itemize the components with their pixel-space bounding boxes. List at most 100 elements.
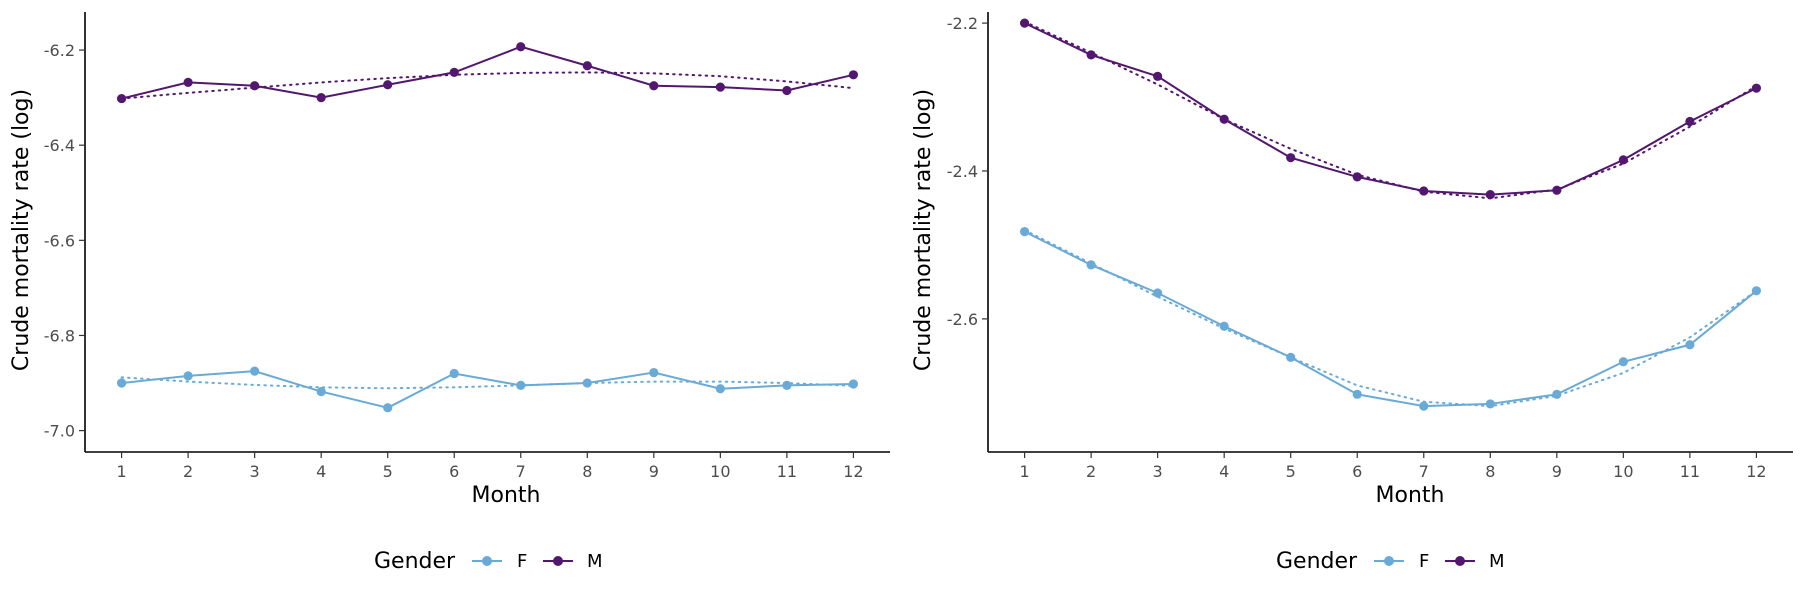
legend-key-point [553,556,563,566]
data-point-m [116,93,127,104]
y-tick-label: -6.4 [44,136,75,155]
x-tick-label: 9 [649,462,659,481]
x-axis-title: Month [1376,483,1445,508]
x-tick-label: 3 [1153,462,1163,481]
data-point-f [848,379,859,389]
data-point-m [383,80,393,90]
x-tick-label: 4 [1219,462,1229,481]
legend-label-m: M [1489,551,1505,572]
x-tick-label: 11 [777,462,797,481]
legend-label-f: F [1419,551,1429,572]
legend-right: Gender F M [1276,549,1505,574]
data-point-f [116,378,127,388]
trend-line-m [120,71,855,100]
x-tick-label: 12 [1746,462,1766,481]
x-tick-label: 7 [1419,462,1429,481]
trend-line-f [120,376,855,390]
x-tick-label: 9 [1552,462,1562,481]
data-point-m [1419,186,1429,196]
data-point-m [715,82,725,92]
x-tick-label: 4 [316,462,326,481]
data-point-f [383,403,393,413]
data-point-f [1751,286,1762,296]
data-point-f [649,367,659,378]
series-line-f [1024,230,1758,408]
chart-panel-right: Month Crude mortality rate (log) -2.6 -2.… [911,12,1793,508]
data-point-m [183,77,193,87]
y-tick-label: -6.6 [44,231,75,250]
data-point-m [1219,114,1229,124]
data-point-m [449,67,459,78]
data-point-m [1751,83,1762,93]
x-tick-label: 1 [116,462,126,481]
data-point-f [316,386,326,397]
data-point-f [1618,357,1628,367]
data-point-f [1019,227,1030,237]
data-point-f [1552,389,1562,399]
x-tick-label: 6 [1352,462,1362,481]
x-tick-label: 10 [1613,462,1633,481]
x-tick-label: 2 [183,462,193,481]
data-point-f [782,380,792,391]
y-tick-label: -2.6 [947,310,978,329]
data-point-m [1485,190,1495,200]
legend-left: Gender F M [374,549,603,574]
data-point-m [782,85,792,96]
y-axis-title: Crude mortality rate (log) [9,89,34,371]
x-tick-label: 5 [383,462,393,481]
data-point-f [1352,389,1362,399]
x-tick-label: 3 [250,462,260,481]
data-point-m [516,42,526,52]
x-tick-label: 7 [516,462,526,481]
series-line-f [121,370,854,409]
x-tick-label: 8 [582,462,592,481]
data-point-m [1153,71,1163,81]
legend-title: Gender [374,549,456,574]
data-point-f [1685,340,1695,350]
legend-key-point [1455,556,1465,566]
data-point-f [449,368,459,379]
series-line-m [1024,22,1757,196]
x-tick-label: 8 [1485,462,1495,481]
data-point-m [1286,153,1296,163]
data-point-m [1685,116,1695,127]
data-point-m [250,81,260,91]
data-point-f [1286,352,1296,362]
x-tick-label: 1 [1019,462,1029,481]
x-tick-label: 10 [710,462,730,481]
trend-line-f [1023,229,1758,408]
legend-title: Gender [1276,549,1358,574]
data-point-f [1485,399,1495,409]
x-tick-label: 2 [1086,462,1096,481]
y-tick-label: -6.8 [44,326,75,345]
x-tick-label: 5 [1286,462,1296,481]
x-tick-label: 12 [843,462,863,481]
x-tick-label: 6 [449,462,459,481]
data-point-f [1153,288,1163,298]
chart-panel-left: Month Crude mortality rate (log) -7.0 -6.… [9,12,890,508]
data-point-m [848,70,859,80]
data-point-m [649,81,659,91]
data-point-f [1086,260,1096,270]
data-point-f [1419,401,1429,411]
legend-key-point [482,556,492,566]
data-point-f [1219,321,1229,331]
data-point-f [582,378,592,388]
legend-key-point [1384,556,1394,566]
y-tick-label: -2.4 [947,162,978,181]
legend-label-f: F [517,551,527,572]
trend-line-m [1023,20,1758,200]
data-point-m [582,61,592,71]
data-point-f [516,380,526,391]
data-point-f [250,366,260,376]
data-point-m [1019,18,1030,28]
data-point-m [316,93,326,103]
data-point-m [1618,155,1628,165]
y-tick-label: -7.0 [44,422,75,441]
data-point-m [1086,50,1096,60]
legend-label-m: M [587,551,603,572]
data-point-f [183,371,193,381]
series-line-m [121,45,854,100]
x-tick-label: 11 [1680,462,1700,481]
